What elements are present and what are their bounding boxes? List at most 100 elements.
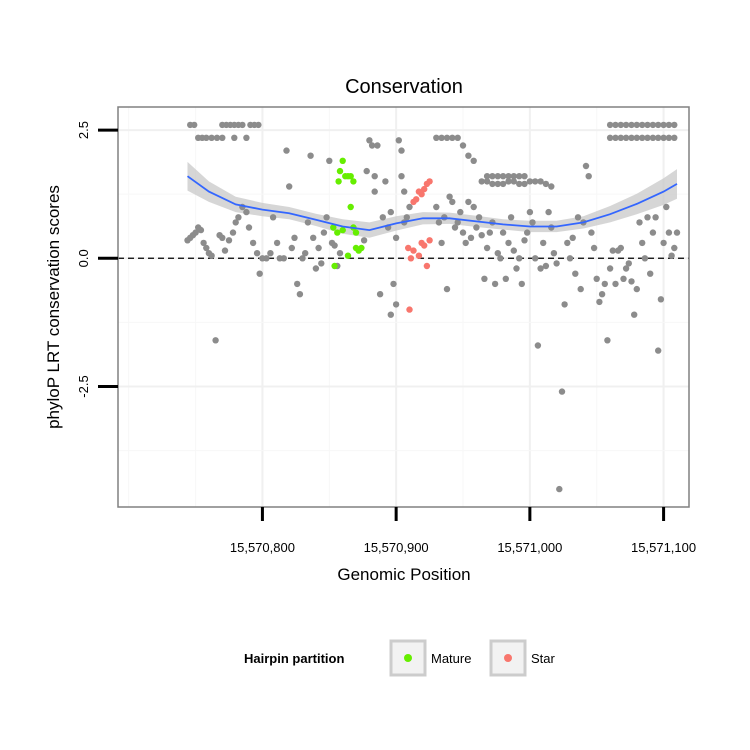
point-other bbox=[489, 180, 496, 188]
point-other bbox=[208, 134, 215, 141]
legend-key-mature bbox=[389, 639, 427, 677]
point-other bbox=[499, 173, 507, 180]
point-other bbox=[588, 229, 595, 236]
point-other bbox=[649, 121, 657, 129]
point-other bbox=[625, 260, 632, 267]
point-other bbox=[192, 229, 199, 236]
point-other bbox=[225, 237, 233, 244]
point-other bbox=[665, 121, 673, 129]
point-other bbox=[641, 255, 649, 262]
point-other bbox=[473, 224, 480, 231]
point-other bbox=[243, 208, 250, 216]
point-other bbox=[219, 234, 226, 241]
point-other bbox=[320, 229, 328, 236]
point-other bbox=[256, 270, 263, 277]
point-star bbox=[406, 306, 413, 313]
point-other bbox=[288, 244, 295, 252]
point-other bbox=[601, 280, 608, 288]
point-other bbox=[392, 301, 400, 308]
point-other bbox=[478, 178, 485, 185]
point-other bbox=[542, 180, 550, 188]
point-other bbox=[299, 255, 306, 262]
point-other bbox=[390, 280, 397, 288]
point-other bbox=[212, 337, 219, 344]
point-other bbox=[548, 183, 555, 190]
point-other bbox=[454, 219, 461, 226]
points-layer bbox=[184, 121, 681, 493]
point-other bbox=[239, 121, 246, 129]
point-other bbox=[483, 244, 491, 252]
point-other bbox=[510, 247, 517, 254]
y-tick-label: -2.5 bbox=[76, 375, 91, 397]
point-mature bbox=[339, 226, 346, 234]
point-other bbox=[673, 229, 681, 236]
legend: Hairpin partition Mature Star bbox=[244, 639, 556, 677]
x-tick-label: 15,571,100 bbox=[631, 540, 696, 555]
point-other bbox=[585, 173, 592, 180]
point-mature bbox=[350, 178, 357, 185]
chart-title: Conservation bbox=[345, 76, 463, 98]
point-other bbox=[513, 265, 520, 272]
point-other bbox=[449, 198, 456, 206]
point-other bbox=[507, 214, 515, 221]
point-other bbox=[219, 134, 226, 141]
point-other bbox=[617, 134, 624, 141]
point-other bbox=[302, 250, 309, 257]
point-other bbox=[537, 178, 544, 185]
point-other bbox=[280, 255, 287, 262]
point-other bbox=[475, 214, 483, 221]
point-other bbox=[639, 239, 646, 247]
point-other bbox=[443, 134, 451, 141]
point-other bbox=[628, 134, 635, 141]
point-star bbox=[426, 178, 433, 185]
point-other bbox=[368, 142, 376, 149]
point-other bbox=[537, 265, 544, 272]
point-other bbox=[494, 173, 501, 180]
point-other bbox=[483, 178, 491, 185]
point-mature bbox=[334, 229, 341, 236]
point-other bbox=[197, 226, 205, 234]
point-other bbox=[510, 178, 517, 185]
point-other bbox=[398, 147, 405, 154]
point-other bbox=[392, 234, 400, 241]
point-other bbox=[465, 152, 472, 159]
point-other bbox=[633, 134, 640, 141]
point-other bbox=[291, 234, 298, 241]
point-other bbox=[604, 337, 611, 344]
point-other bbox=[286, 183, 293, 190]
point-other bbox=[644, 134, 651, 141]
point-other bbox=[526, 178, 534, 185]
point-other bbox=[451, 224, 459, 231]
point-other bbox=[606, 265, 614, 272]
point-mature bbox=[331, 262, 338, 270]
point-other bbox=[363, 167, 370, 175]
point-other bbox=[564, 239, 571, 247]
point-other bbox=[499, 229, 507, 236]
point-other bbox=[307, 152, 314, 159]
point-other bbox=[569, 234, 576, 241]
point-other bbox=[505, 178, 512, 185]
point-star bbox=[426, 237, 433, 244]
point-other bbox=[243, 134, 250, 141]
point-mature bbox=[347, 203, 354, 211]
point-other bbox=[622, 121, 630, 129]
point-other bbox=[318, 260, 325, 267]
x-axis-title: Genomic Position bbox=[337, 565, 470, 584]
point-other bbox=[467, 234, 475, 241]
point-other bbox=[521, 180, 528, 188]
point-other bbox=[433, 134, 440, 141]
point-other bbox=[593, 275, 600, 282]
point-other bbox=[668, 252, 675, 259]
point-other bbox=[387, 311, 394, 318]
legend-label-star: Star bbox=[531, 651, 556, 666]
point-other bbox=[518, 280, 525, 288]
point-other bbox=[376, 291, 384, 298]
point-other bbox=[550, 250, 558, 257]
legend-key-star-dot bbox=[504, 654, 512, 662]
point-other bbox=[671, 121, 678, 129]
point-other bbox=[545, 208, 552, 216]
point-other bbox=[235, 214, 242, 221]
point-other bbox=[470, 157, 477, 164]
point-other bbox=[606, 134, 614, 141]
